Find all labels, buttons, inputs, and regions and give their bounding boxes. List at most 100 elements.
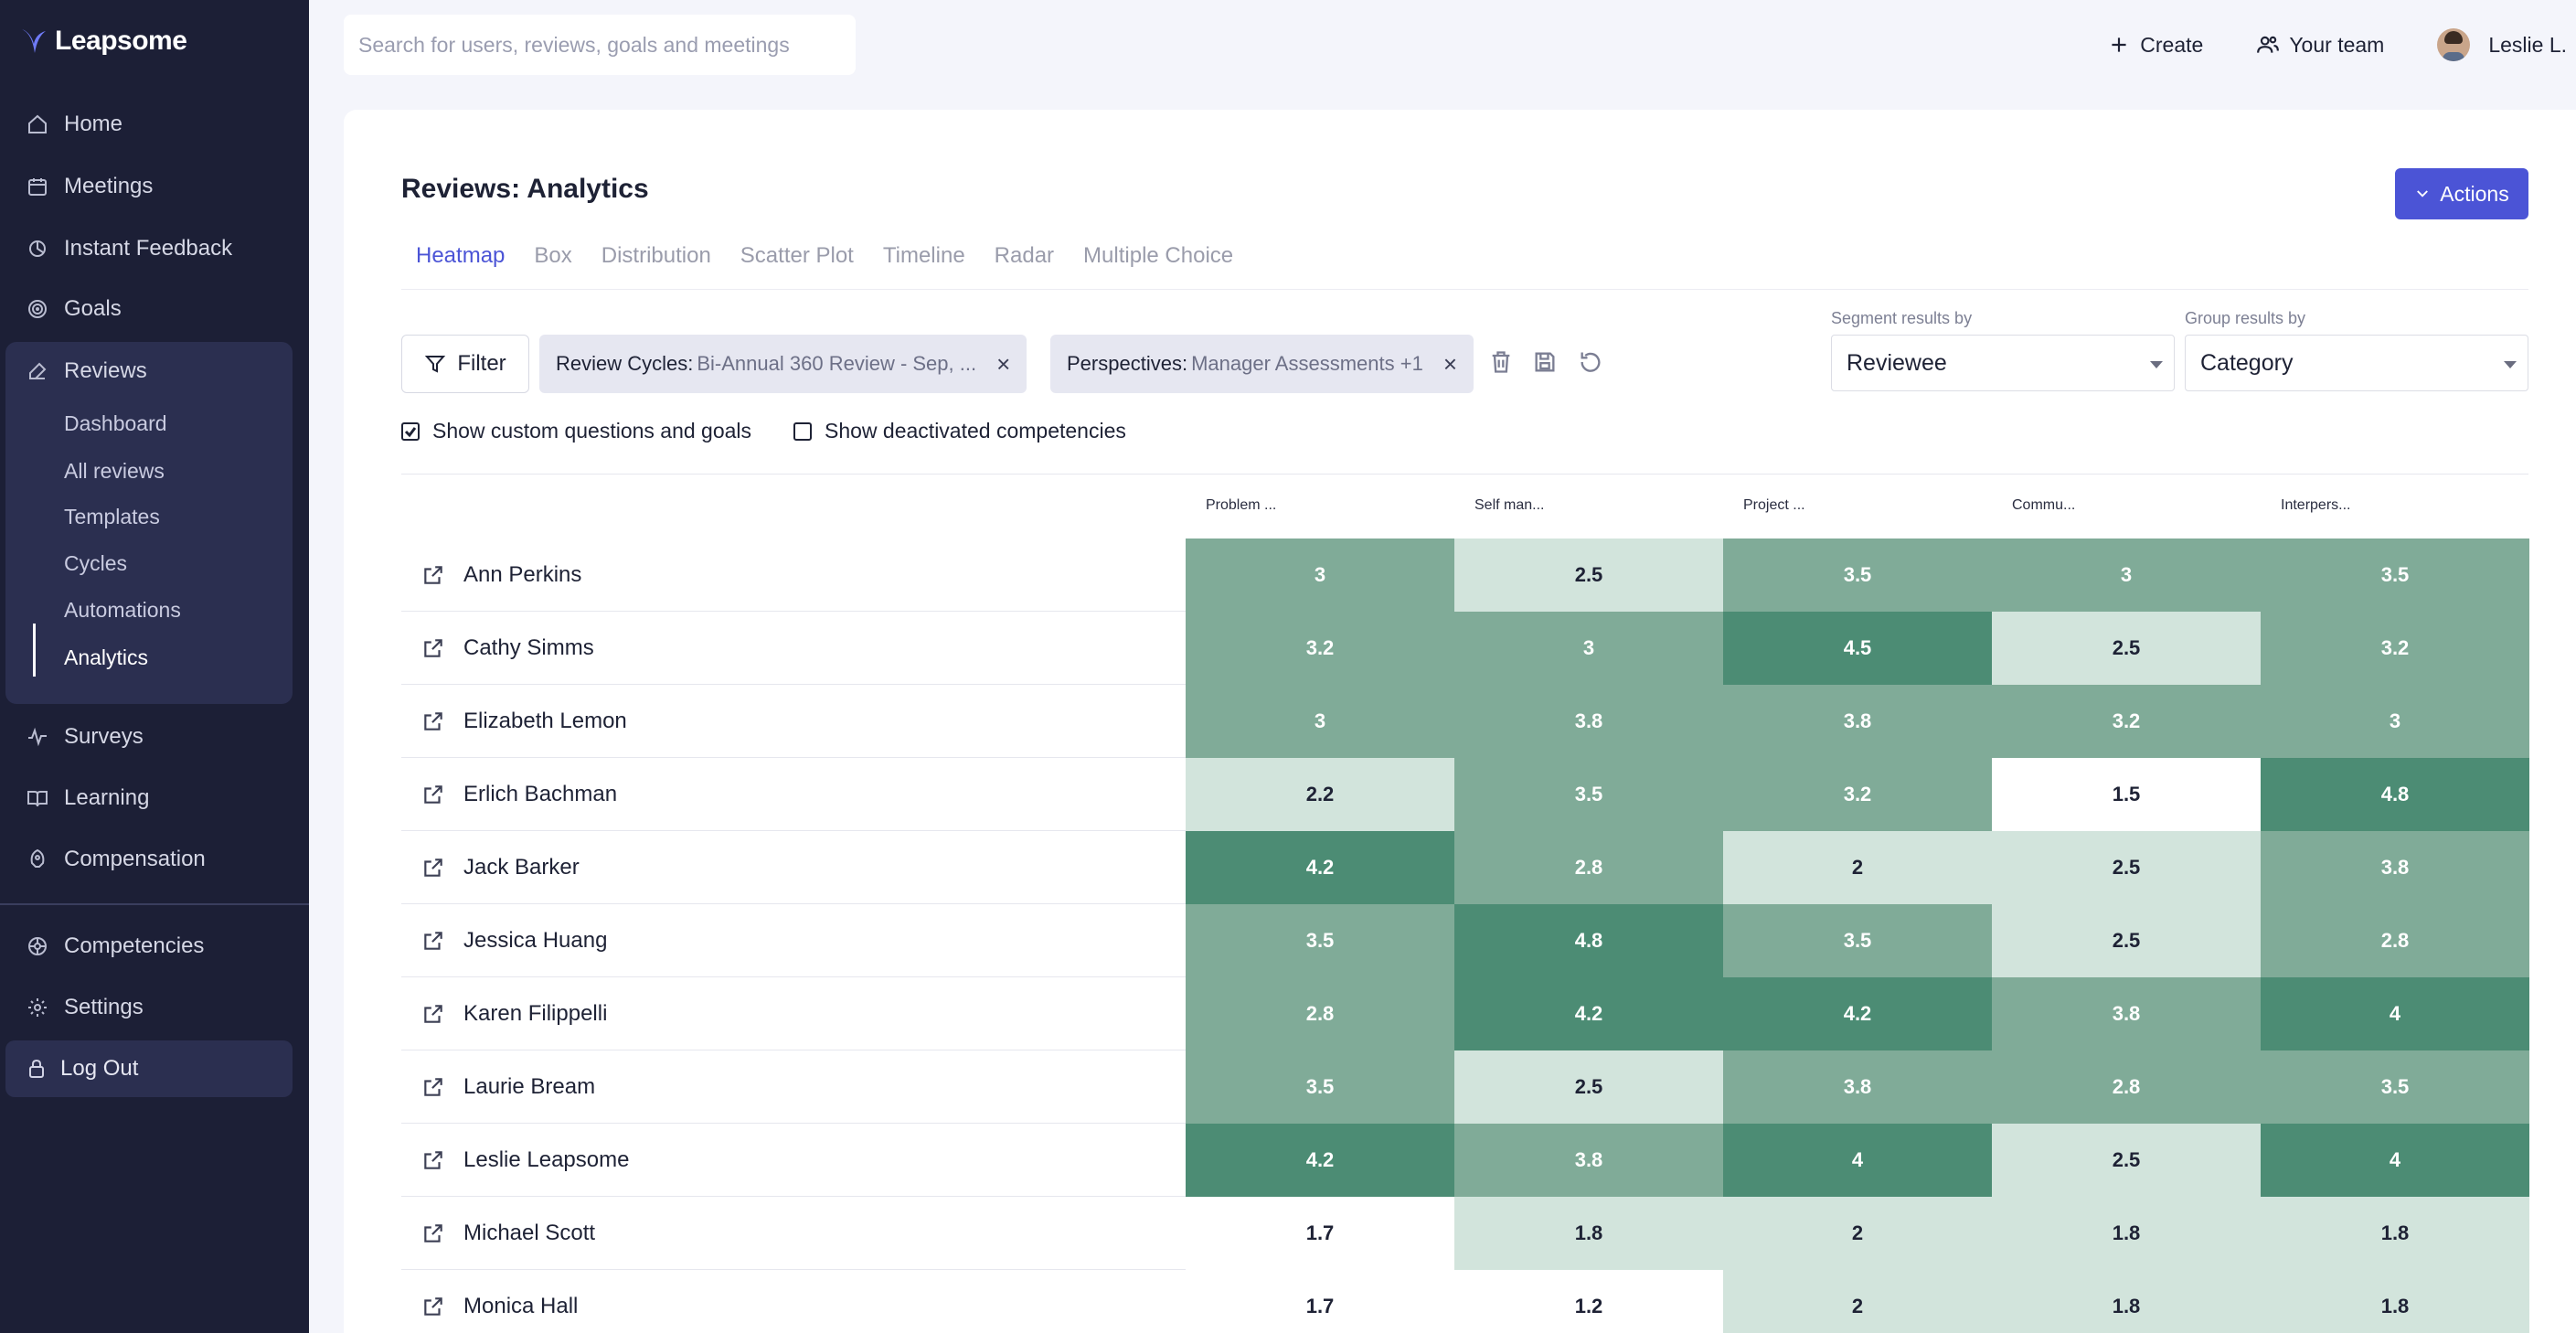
reviewee-name-cell[interactable]: Elizabeth Lemon — [401, 685, 1186, 758]
sidebar-subitem-analytics[interactable]: Analytics — [64, 645, 149, 669]
heatmap-cell[interactable]: 2 — [1723, 1270, 1992, 1333]
sidebar-item-instant-feedback[interactable]: Instant Feedback — [0, 223, 309, 274]
heatmap-column-header[interactable]: Interpers... — [2281, 497, 2351, 513]
perspectives-chip[interactable]: Perspectives: Manager Assessments +1 × — [1050, 335, 1474, 393]
segment-select[interactable]: Reviewee — [1831, 335, 2175, 391]
heatmap-cell[interactable]: 3.8 — [2261, 831, 2529, 904]
external-link-icon[interactable] — [421, 1002, 445, 1026]
heatmap-cell[interactable]: 2.2 — [1186, 758, 1454, 831]
heatmap-cell[interactable]: 3 — [1992, 539, 2261, 612]
heatmap-cell[interactable]: 1.5 — [1992, 758, 2261, 831]
user-name[interactable]: Leslie L. — [2488, 32, 2567, 57]
review-cycles-chip[interactable]: Review Cycles: Bi-Annual 360 Review - Se… — [539, 335, 1027, 393]
tab-distribution[interactable]: Distribution — [601, 243, 711, 268]
reviewee-name-cell[interactable]: Erlich Bachman — [401, 758, 1186, 831]
sidebar-item-goals[interactable]: Goals — [0, 283, 309, 335]
filter-button[interactable]: Filter — [401, 335, 529, 393]
external-link-icon[interactable] — [421, 1148, 445, 1172]
heatmap-cell[interactable]: 1.8 — [2261, 1197, 2529, 1270]
checkbox-checked-icon[interactable] — [401, 421, 420, 441]
heatmap-column-header[interactable]: Problem ... — [1206, 497, 1277, 513]
heatmap-cell[interactable]: 3.5 — [1723, 539, 1992, 612]
heatmap-cell[interactable]: 4.2 — [1454, 977, 1723, 1050]
external-link-icon[interactable] — [421, 856, 445, 880]
external-link-icon[interactable] — [421, 1221, 445, 1245]
heatmap-cell[interactable]: 3 — [1186, 539, 1454, 612]
reviewee-name-cell[interactable]: Monica Hall — [401, 1270, 1186, 1333]
heatmap-cell[interactable]: 3.5 — [1186, 904, 1454, 977]
heatmap-cell[interactable]: 2.5 — [1992, 831, 2261, 904]
heatmap-column-header[interactable]: Self man... — [1474, 497, 1545, 513]
heatmap-cell[interactable]: 4 — [2261, 1124, 2529, 1197]
sidebar-subitem-all-reviews[interactable]: All reviews — [64, 459, 165, 483]
sidebar-subitem-dashboard[interactable]: Dashboard — [64, 411, 167, 435]
sidebar-item-reviews[interactable]: Reviews — [0, 346, 309, 397]
heatmap-cell[interactable]: 3.5 — [1454, 758, 1723, 831]
heatmap-cell[interactable]: 4.5 — [1723, 612, 1992, 685]
sidebar-subitem-automations[interactable]: Automations — [64, 598, 181, 622]
heatmap-cell[interactable]: 1.7 — [1186, 1197, 1454, 1270]
heatmap-cell[interactable]: 3.8 — [1454, 1124, 1723, 1197]
heatmap-cell[interactable]: 3.5 — [1723, 904, 1992, 977]
heatmap-cell[interactable]: 1.8 — [1454, 1197, 1723, 1270]
heatmap-cell[interactable]: 3 — [1454, 612, 1723, 685]
heatmap-cell[interactable]: 3.8 — [1992, 977, 2261, 1050]
heatmap-cell[interactable]: 3.5 — [2261, 539, 2529, 612]
sidebar-item-meetings[interactable]: Meetings — [0, 161, 309, 212]
sidebar-subitem-cycles[interactable]: Cycles — [64, 551, 128, 575]
sidebar-item-settings[interactable]: Settings — [0, 982, 309, 1033]
show-deactivated-checkbox[interactable]: Show deactivated competencies — [793, 419, 1126, 443]
heatmap-cell[interactable]: 1.8 — [1992, 1197, 2261, 1270]
external-link-icon[interactable] — [421, 1075, 445, 1099]
heatmap-cell[interactable]: 4.8 — [1454, 904, 1723, 977]
tab-timeline[interactable]: Timeline — [882, 243, 965, 268]
create-button[interactable]: Create — [2107, 33, 2203, 58]
tab-scatter-plot[interactable]: Scatter Plot — [740, 243, 854, 268]
heatmap-cell[interactable]: 3.5 — [2261, 1050, 2529, 1124]
heatmap-cell[interactable]: 2 — [1723, 1197, 1992, 1270]
trash-icon[interactable] — [1488, 349, 1516, 377]
heatmap-cell[interactable]: 2.5 — [1454, 1050, 1723, 1124]
logout-button[interactable]: Log Out — [5, 1040, 293, 1097]
external-link-icon[interactable] — [421, 929, 445, 953]
heatmap-cell[interactable]: 4.2 — [1723, 977, 1992, 1050]
heatmap-cell[interactable]: 3 — [2261, 685, 2529, 758]
heatmap-cell[interactable]: 4.2 — [1186, 831, 1454, 904]
sidebar-item-compensation[interactable]: Compensation — [0, 834, 309, 885]
heatmap-cell[interactable]: 3.2 — [1992, 685, 2261, 758]
heatmap-cell[interactable]: 2.8 — [1992, 1050, 2261, 1124]
your-team-button[interactable]: Your team — [2256, 33, 2384, 58]
heatmap-cell[interactable]: 1.8 — [2261, 1270, 2529, 1333]
external-link-icon[interactable] — [421, 1295, 445, 1318]
heatmap-cell[interactable]: 4 — [1723, 1124, 1992, 1197]
external-link-icon[interactable] — [421, 563, 445, 587]
checkbox-unchecked-icon[interactable] — [793, 421, 812, 441]
tab-radar[interactable]: Radar — [994, 243, 1055, 268]
heatmap-cell[interactable]: 3.8 — [1723, 685, 1992, 758]
heatmap-cell[interactable]: 2.8 — [1186, 977, 1454, 1050]
heatmap-cell[interactable]: 2 — [1723, 831, 1992, 904]
heatmap-cell[interactable]: 3.2 — [1186, 612, 1454, 685]
heatmap-cell[interactable]: 3.5 — [1186, 1050, 1454, 1124]
heatmap-cell[interactable]: 2.8 — [2261, 904, 2529, 977]
sidebar-item-learning[interactable]: Learning — [0, 773, 309, 824]
reset-icon[interactable] — [1578, 349, 1605, 377]
reviewee-name-cell[interactable]: Jack Barker — [401, 831, 1186, 904]
heatmap-cell[interactable]: 1.2 — [1454, 1270, 1723, 1333]
reviewee-name-cell[interactable]: Michael Scott — [401, 1197, 1186, 1270]
heatmap-cell[interactable]: 1.7 — [1186, 1270, 1454, 1333]
heatmap-cell[interactable]: 2.5 — [1992, 904, 2261, 977]
brand-logo[interactable]: Leapsome — [20, 26, 187, 57]
tab-multiple-choice[interactable]: Multiple Choice — [1083, 243, 1234, 268]
save-icon[interactable] — [1532, 349, 1559, 377]
show-custom-checkbox[interactable]: Show custom questions and goals — [401, 419, 751, 443]
external-link-icon[interactable] — [421, 783, 445, 806]
actions-button[interactable]: Actions — [2395, 168, 2528, 219]
reviewee-name-cell[interactable]: Ann Perkins — [401, 539, 1186, 612]
sidebar-subitem-templates[interactable]: Templates — [64, 505, 160, 528]
heatmap-cell[interactable]: 3.2 — [2261, 612, 2529, 685]
tab-box[interactable]: Box — [534, 243, 572, 268]
reviewee-name-cell[interactable]: Laurie Bream — [401, 1050, 1186, 1124]
heatmap-cell[interactable]: 3.8 — [1454, 685, 1723, 758]
heatmap-cell[interactable]: 4.2 — [1186, 1124, 1454, 1197]
